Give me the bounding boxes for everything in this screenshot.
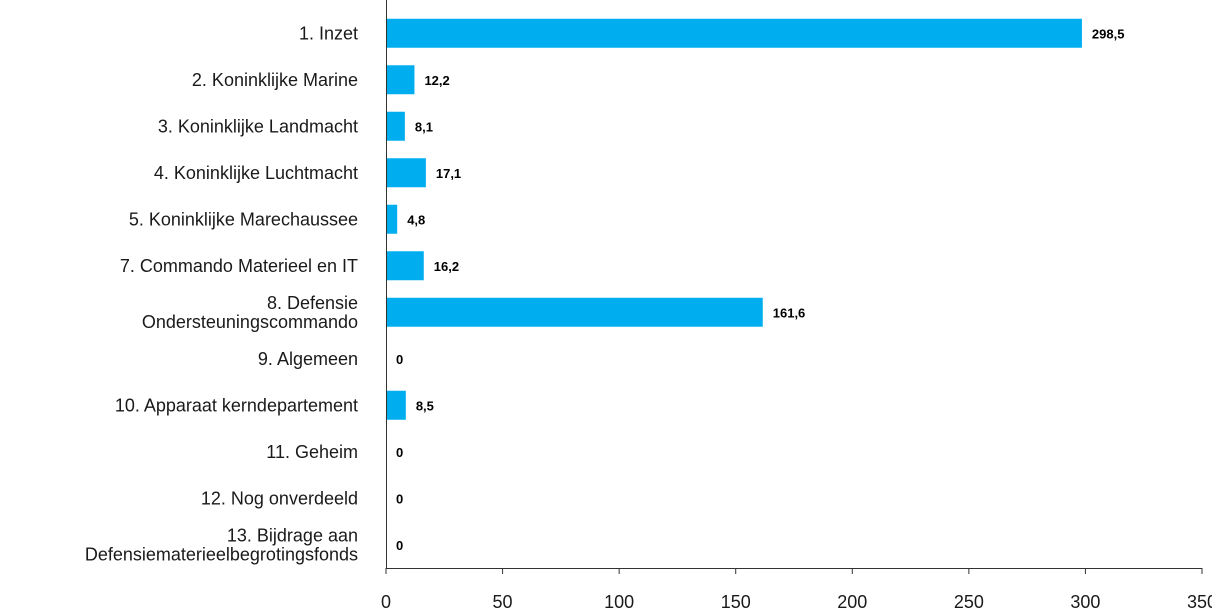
value-label-8: 8,5 [416,398,434,413]
value-label-10: 0 [396,491,403,506]
x-tick-label-3: 150 [721,592,751,612]
x-tick-label-4: 200 [837,592,867,612]
category-label-1: 2. Koninklijke Marine [192,70,358,90]
value-label-2: 8,1 [415,119,433,134]
value-label-7: 0 [396,352,403,367]
value-label-4: 4,8 [407,212,425,227]
category-label-7: 9. Algemeen [258,349,358,369]
category-label-11-line-0: 13. Bijdrage aan [227,525,358,545]
category-label-4: 5. Koninklijke Marechaussee [129,209,358,229]
category-label-5: 7. Commando Materieel en IT [120,256,358,276]
bar-1 [386,65,415,95]
x-tick-label-6: 300 [1070,592,1100,612]
category-label-11-line-1: Defensiematerieelbegrotingsfonds [85,544,358,564]
category-label-2: 3. Koninklijke Landmacht [158,116,358,136]
category-label-3: 4. Koninklijke Luchtmacht [154,163,358,183]
value-label-5: 16,2 [434,259,459,274]
value-label-0: 298,5 [1092,26,1125,41]
category-label-6-line-0: 8. Defensie [267,293,358,313]
value-label-6: 161,6 [773,305,806,320]
category-label-10: 12. Nog onverdeeld [201,488,358,508]
x-tick-label-7: 350 [1187,592,1212,612]
x-tick-label-0: 0 [381,592,391,612]
x-tick-label-1: 50 [493,592,513,612]
value-label-3: 17,1 [436,166,461,181]
value-label-9: 0 [396,445,403,460]
bar-0 [386,18,1082,48]
x-tick-label-2: 100 [604,592,634,612]
value-label-1: 12,2 [424,73,449,88]
category-label-6-line-1: Ondersteuningscommando [142,312,358,332]
category-label-8: 10. Apparaat kerndepartement [115,395,358,415]
x-tick-label-5: 250 [954,592,984,612]
bar-8 [386,390,406,420]
bar-6 [386,297,763,327]
bar-2 [386,111,405,141]
bar-3 [386,158,426,188]
category-label-0: 1. Inzet [299,23,358,43]
bar-4 [386,204,398,234]
category-label-9: 11. Geheim [266,442,358,462]
value-label-11: 0 [396,538,403,553]
bar-5 [386,251,424,281]
